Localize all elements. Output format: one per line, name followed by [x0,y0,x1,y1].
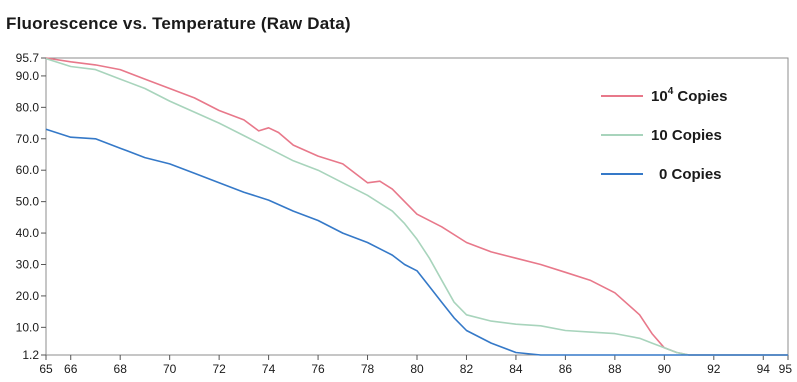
series-line-2 [45,128,788,356]
x-tick-label: 92 [707,362,721,376]
y-tick-label: 1.2 [22,348,39,362]
y-tick-label: 20.0 [16,289,40,303]
legend-label-1: 10 Copies [651,127,722,144]
x-tick-label: 72 [212,362,226,376]
x-tick-label: 66 [64,362,78,376]
y-tick-label: 40.0 [16,226,40,240]
series-line-1 [45,57,788,356]
x-tick-label: 90 [658,362,672,376]
legend: 104 Copies 10 Copies 0 Copies [601,86,727,183]
x-tick-label: 94 [757,362,771,376]
y-axis: 95.7 90.0 80.0 70.0 60.0 50.0 40.0 30.0 20.0 10.0… [16,51,46,362]
y-tick-label: 10.0 [16,320,40,334]
legend-label-0: 104 Copies [651,86,727,105]
x-tick-label: 65 [39,362,53,376]
x-tick-label: 78 [361,362,375,376]
x-tick-label: 70 [163,362,177,376]
y-tick-label: 50.0 [16,195,40,209]
x-tick-label: 95 [779,362,793,376]
x-tick-label: 84 [509,362,523,376]
x-tick-label: 76 [311,362,325,376]
x-tick-label: 88 [608,362,622,376]
x-axis: 65 66 68 70 72 74 76 78 80 82 84 86 88 90 92 94 95 [39,355,792,376]
x-tick-label: 86 [559,362,573,376]
series-lines [45,57,788,356]
chart-title: Fluorescence vs. Temperature (Raw Data) [6,14,351,33]
y-tick-label: 70.0 [16,132,40,146]
x-tick-label: 82 [460,362,474,376]
y-tick-label: 30.0 [16,257,40,271]
y-tick-label: 95.7 [16,51,40,65]
y-tick-label: 80.0 [16,100,40,114]
legend-label-2: 0 Copies [659,166,722,183]
y-tick-label: 60.0 [16,163,40,177]
x-tick-label: 68 [114,362,128,376]
y-tick-label: 90.0 [16,69,40,83]
x-tick-label: 80 [410,362,424,376]
x-tick-label: 74 [262,362,276,376]
plot-area-frame [45,57,789,356]
